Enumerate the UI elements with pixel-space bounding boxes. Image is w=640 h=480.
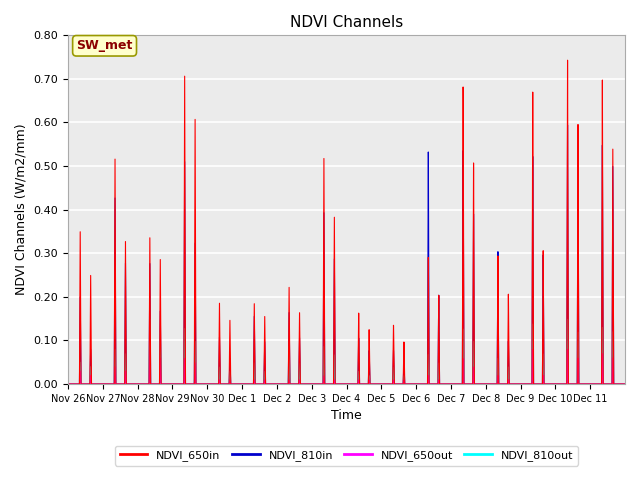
NDVI_650in	[507, 381, 515, 387]
NDVI_810out	[418, 381, 426, 387]
NDVI_810in	[64, 381, 72, 387]
NDVI_650out	[477, 381, 484, 387]
NDVI_650out	[266, 381, 273, 387]
Line: NDVI_650in: NDVI_650in	[68, 60, 625, 384]
NDVI_650out	[564, 347, 572, 352]
NDVI_810out	[266, 381, 273, 387]
NDVI_650in	[564, 57, 572, 63]
NDVI_650in	[621, 381, 629, 387]
NDVI_650out	[92, 381, 100, 387]
NDVI_650in	[477, 381, 484, 387]
Text: SW_met: SW_met	[76, 39, 132, 52]
X-axis label: Time: Time	[331, 409, 362, 422]
NDVI_810in	[418, 381, 426, 387]
NDVI_810out	[394, 381, 401, 387]
NDVI_650out	[418, 381, 426, 387]
NDVI_810in	[92, 381, 100, 387]
NDVI_810in	[507, 381, 515, 387]
Line: NDVI_810out: NDVI_810out	[68, 319, 625, 384]
NDVI_810out	[92, 381, 100, 387]
Line: NDVI_650out: NDVI_650out	[68, 349, 625, 384]
NDVI_650out	[64, 381, 72, 387]
NDVI_810in	[394, 381, 401, 387]
Legend: NDVI_650in, NDVI_810in, NDVI_650out, NDVI_810out: NDVI_650in, NDVI_810in, NDVI_650out, NDV…	[115, 446, 578, 466]
Line: NDVI_810in: NDVI_810in	[68, 125, 625, 384]
NDVI_810in	[621, 381, 629, 387]
NDVI_650in	[92, 381, 100, 387]
NDVI_650out	[394, 381, 401, 387]
NDVI_810out	[621, 381, 629, 387]
Title: NDVI Channels: NDVI Channels	[290, 15, 403, 30]
NDVI_650out	[621, 381, 629, 387]
NDVI_810out	[507, 381, 515, 387]
NDVI_650out	[507, 381, 515, 387]
NDVI_810in	[564, 122, 572, 128]
Y-axis label: NDVI Channels (W/m2/mm): NDVI Channels (W/m2/mm)	[15, 124, 28, 296]
NDVI_810in	[477, 381, 484, 387]
NDVI_810in	[266, 381, 273, 387]
NDVI_650in	[418, 381, 426, 387]
NDVI_650in	[266, 381, 273, 387]
NDVI_650in	[394, 381, 401, 387]
NDVI_810out	[564, 316, 572, 322]
NDVI_810out	[477, 381, 484, 387]
NDVI_810out	[64, 381, 72, 387]
NDVI_650in	[64, 381, 72, 387]
